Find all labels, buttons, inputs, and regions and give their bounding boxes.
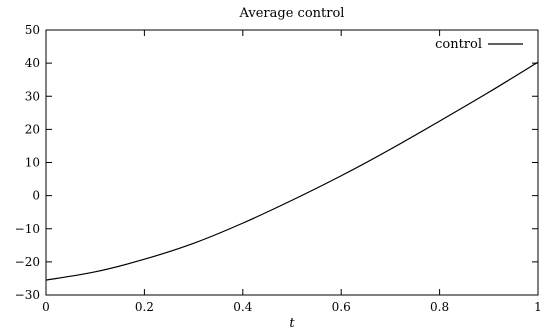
chart-title: Average control bbox=[239, 6, 345, 21]
y-tick-label: −20 bbox=[15, 255, 40, 269]
x-tick-label: 0 bbox=[42, 300, 50, 314]
y-tick-label: 50 bbox=[25, 23, 40, 37]
plot-frame bbox=[45, 29, 539, 296]
y-tick-label: 20 bbox=[25, 122, 40, 136]
y-tick-label: 40 bbox=[25, 56, 40, 70]
x-axis-label: t bbox=[289, 316, 295, 331]
x-axis-ticks: 0 0.2 0.4 0.6 0.8 1 bbox=[42, 30, 542, 314]
series-layer bbox=[45, 61, 539, 281]
y-tick-label: 10 bbox=[25, 156, 40, 170]
x-tick-label: 0.6 bbox=[332, 300, 351, 314]
x-tick-label: 0.8 bbox=[430, 300, 449, 314]
y-tick-label: 0 bbox=[32, 189, 40, 203]
y-tick-label: −30 bbox=[15, 288, 40, 302]
x-tick-label: 0.2 bbox=[135, 300, 154, 314]
x-tick-label: 1 bbox=[534, 300, 542, 314]
y-tick-label: −10 bbox=[15, 222, 40, 236]
y-tick-label: 30 bbox=[25, 89, 40, 103]
x-tick-label: 0.4 bbox=[233, 300, 252, 314]
legend-label-control: control bbox=[435, 37, 482, 52]
legend: control bbox=[435, 37, 523, 52]
series-line-control bbox=[45, 61, 539, 281]
y-axis-ticks: −30 −20 −10 0 10 20 30 40 50 bbox=[15, 23, 538, 302]
